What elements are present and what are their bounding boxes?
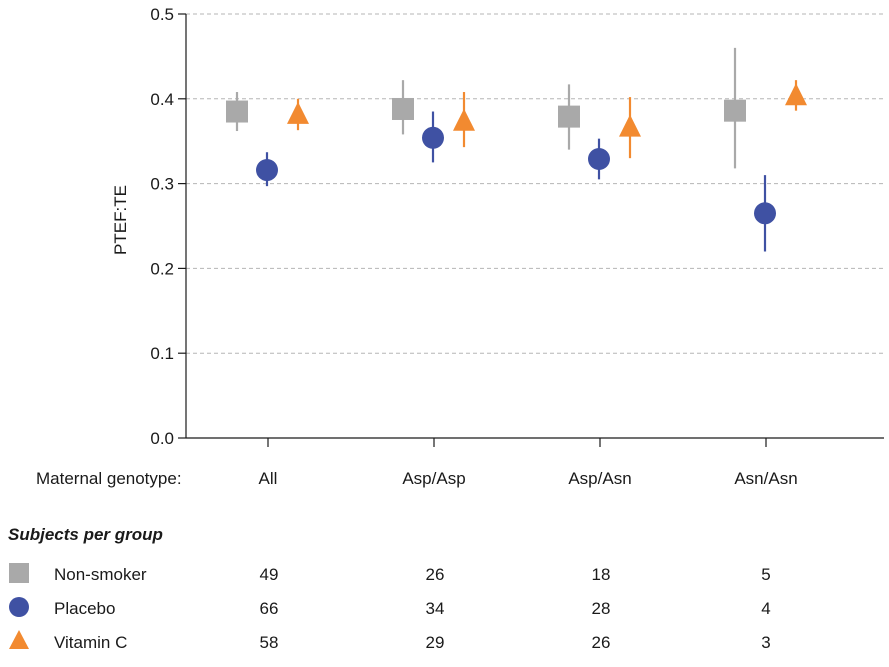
table-count: 4 — [761, 599, 770, 618]
table-count: 28 — [592, 599, 611, 618]
table-count: 49 — [260, 565, 279, 584]
legend-circle-icon — [9, 597, 29, 617]
table-count: 58 — [260, 633, 279, 652]
data-point-triangle — [619, 114, 641, 137]
gridlines — [186, 13, 884, 354]
data-point-square — [226, 100, 248, 123]
table-title: Subjects per group — [8, 525, 163, 544]
x-tick-label: Asn/Asn — [734, 469, 797, 488]
x-axis-title: Maternal genotype: — [36, 469, 182, 488]
y-tick-label: 0.3 — [150, 175, 174, 194]
data-point-square — [392, 97, 414, 120]
table-row-label: Vitamin C — [54, 633, 127, 652]
table-count: 26 — [592, 633, 611, 652]
x-tick-label: All — [259, 469, 278, 488]
legend-triangle-icon — [9, 630, 29, 649]
data-point-triangle — [453, 108, 475, 131]
table-count: 26 — [426, 565, 445, 584]
table-count: 18 — [592, 565, 611, 584]
y-tick-label: 0.2 — [150, 259, 174, 278]
y-tick-label: 0.1 — [150, 344, 174, 363]
table-row-label: Non-smoker — [54, 565, 147, 584]
data-point-circle — [754, 202, 776, 225]
x-tick-label: Asp/Asn — [568, 469, 631, 488]
y-tick-label: 0.4 — [150, 90, 174, 109]
markers — [226, 83, 807, 225]
data-point-triangle — [785, 83, 807, 106]
y-tick-label: 0.5 — [150, 5, 174, 24]
data-point-square — [724, 99, 746, 122]
error-bars — [235, 47, 798, 252]
data-point-circle — [422, 126, 444, 149]
table-count: 3 — [761, 633, 770, 652]
legend-square-icon — [9, 563, 29, 583]
table-count: 29 — [426, 633, 445, 652]
labels: PTEF:TE Maternal genotype: Subjects per … — [8, 185, 182, 544]
data-point-triangle — [287, 101, 309, 124]
table-count: 5 — [761, 565, 770, 584]
data-point-circle — [256, 159, 278, 182]
table-count: 66 — [260, 599, 279, 618]
data-point-circle — [588, 148, 610, 171]
table-count: 34 — [426, 599, 445, 618]
y-tick-label: 0.0 — [150, 429, 174, 448]
subjects-table: Non-smoker 49 26 18 5 Placebo 66 34 28 4 Vitamin C… — [9, 563, 771, 652]
x-tick-label: Asp/Asp — [402, 469, 465, 488]
table-row-label: Placebo — [54, 599, 115, 618]
data-point-square — [558, 105, 580, 128]
axes: 0.0 0.1 0.2 0.3 0.4 0.5 All Asp/Asp Asp/Asn Asn/A… — [150, 5, 884, 488]
y-axis-title: PTEF:TE — [111, 185, 130, 255]
